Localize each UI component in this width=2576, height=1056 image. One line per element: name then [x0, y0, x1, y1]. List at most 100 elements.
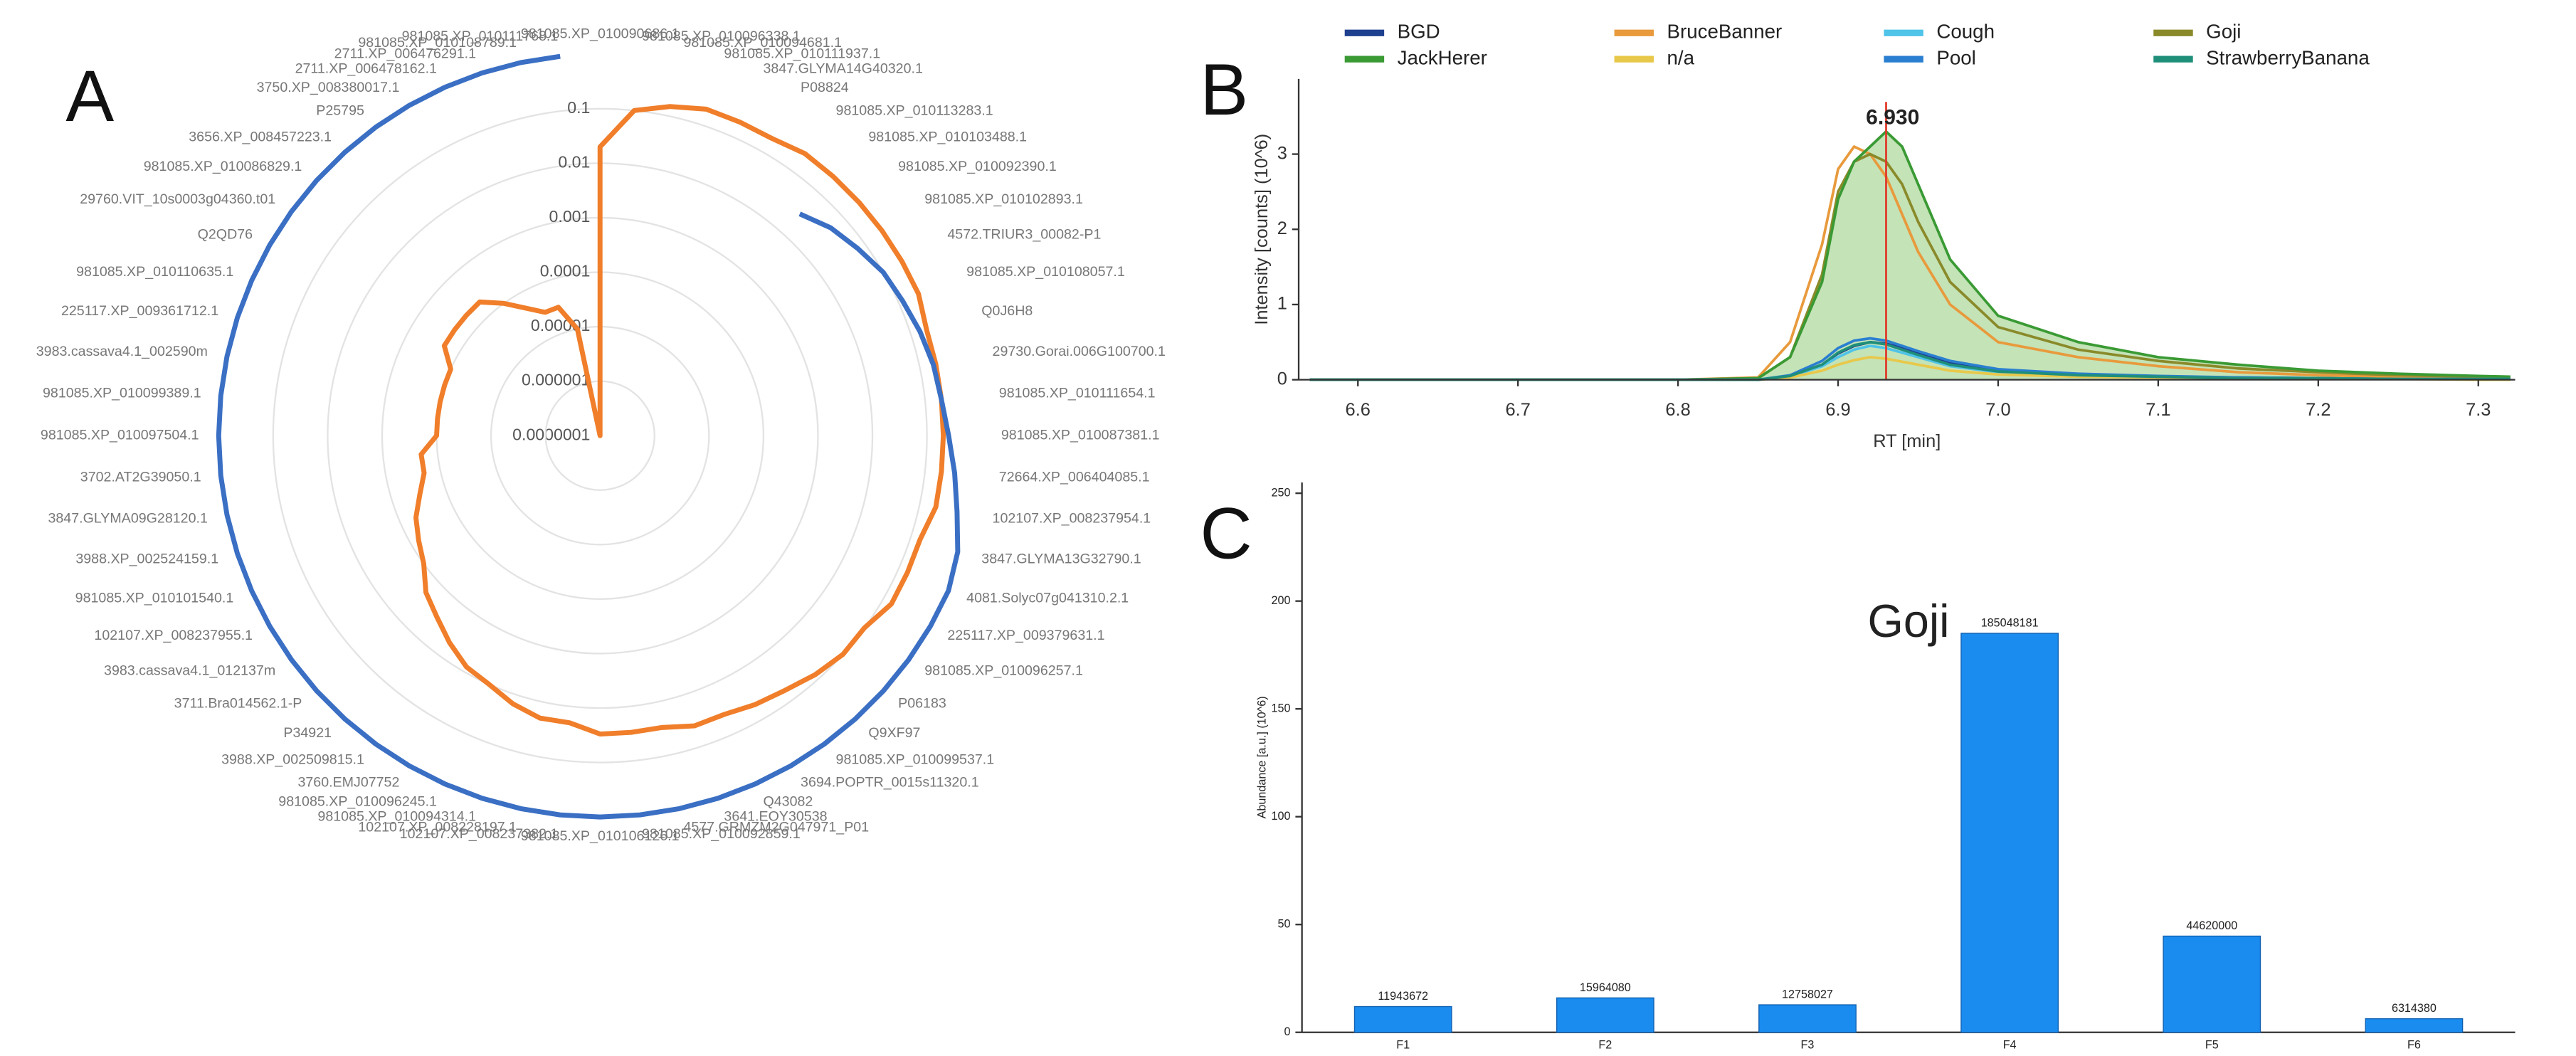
- category-label: 4577.GRMZM2G047971_P01: [683, 820, 869, 835]
- y-axis-label: Abundance [a.u.] (10^6): [1255, 696, 1268, 818]
- x-tick-label: 7.2: [2306, 400, 2330, 420]
- category-label: 981085.XP_010108789.1: [358, 35, 517, 51]
- y-tick-label: 50: [1277, 917, 1290, 930]
- legend-label: BruceBanner: [1667, 21, 1782, 43]
- category-label: 981085.XP_010102893.1: [924, 191, 1083, 207]
- category-label: P34921: [283, 725, 332, 741]
- category-label: 981085.XP_010087381.1: [1001, 427, 1160, 443]
- value-label: 15964080: [1580, 981, 1631, 994]
- category-label: 981085.XP_010108057.1: [966, 264, 1125, 280]
- category-label: 981085.XP_010111654.1: [999, 385, 1156, 401]
- category-label: 981085.XP_010101540.1: [75, 591, 234, 606]
- category-label: 4572.TRIUR3_00082-P1: [947, 227, 1101, 243]
- category-label: Q9XF97: [868, 725, 920, 741]
- category-label: 102107.XP_008237954.1: [993, 511, 1151, 527]
- x-axis-label: RT [min]: [1873, 431, 1941, 451]
- legend-label: n/a: [1667, 46, 1694, 68]
- y-tick-label: 0: [1277, 369, 1287, 389]
- category-label: 3694.POPTR_0015s11320.1: [801, 775, 979, 791]
- category-label: 3641.EOY30538: [724, 808, 827, 824]
- y-tick-label: 1: [1277, 294, 1287, 314]
- bar: [2365, 1018, 2464, 1033]
- category-label: 3847.GLYMA09G28120.1: [48, 511, 207, 527]
- category-label: 981085.XP_010099389.1: [43, 385, 201, 401]
- r-tick-label: 0.0000001: [512, 425, 590, 443]
- legend-label: StrawberryBanana: [2206, 46, 2370, 68]
- category-label: 3983.cassava4.1_012137m: [104, 663, 275, 679]
- category-label: 981085.XP_010092390.1: [898, 159, 1057, 174]
- category-label: 981085.XP_010113283.1: [836, 102, 993, 118]
- category-label: 981085.XP_010090686.1: [521, 26, 680, 42]
- legend-label: Cough: [1936, 21, 1995, 43]
- grid-ring: [272, 107, 928, 764]
- y-tick-label: 250: [1271, 486, 1290, 499]
- r-tick-label: 0.01: [558, 152, 590, 171]
- panel-letter: A: [65, 56, 114, 137]
- bar: [1353, 1005, 1452, 1033]
- y-tick-label: 2: [1277, 218, 1287, 238]
- category-label: 3847.GLYMA13G32790.1: [981, 551, 1141, 567]
- value-label: 11943672: [1378, 990, 1428, 1003]
- r-tick-label: 0.000001: [522, 371, 590, 389]
- x-tick-label: 6.7: [1506, 400, 1531, 420]
- chart-title: Goji: [1868, 595, 1950, 647]
- value-label: 185048181: [1981, 616, 2039, 629]
- category-label: 981085.XP_010097504.1: [41, 427, 199, 443]
- bar: [1556, 997, 1654, 1033]
- category-label: 981085.XP_010106126.1: [521, 828, 680, 844]
- category-label: 29760.VIT_10s0003g04360.t01: [80, 191, 275, 207]
- series-line: [216, 53, 961, 820]
- value-label: 12758027: [1782, 988, 1833, 1000]
- category-label: 981085.XP_010086829.1: [144, 159, 302, 174]
- category-label: 981085.XP_010096257.1: [924, 663, 1083, 679]
- category-label: Q43082: [763, 793, 813, 809]
- category-label: 981085.XP_010110635.1: [76, 264, 233, 280]
- x-tick-label: 7.0: [1985, 400, 2010, 420]
- panel-letter: B: [1200, 49, 1248, 130]
- series-area: [1309, 131, 2511, 380]
- category-label: 29730.Gorai.006G100700.1: [993, 344, 1166, 359]
- series-line: [413, 104, 946, 736]
- annotation-label: 6.930: [1866, 105, 1919, 129]
- category-label: 981085.XP_010103488.1: [868, 129, 1027, 144]
- category-label: 102107.XP_008237955.1: [94, 628, 253, 643]
- category-label: 2711.XP_006478162.1: [295, 60, 437, 76]
- legend-label: Pool: [1936, 46, 1975, 68]
- x-tick-label: 6.6: [1346, 400, 1371, 420]
- category-label: 981085.XP_010096338.1: [642, 28, 801, 44]
- x-tick-label: F1: [1396, 1038, 1410, 1051]
- category-label: 3847.GLYMA14G40320.1: [763, 60, 922, 76]
- x-tick-label: 7.1: [2145, 400, 2170, 420]
- category-label: P06183: [898, 696, 946, 712]
- category-label: 3656.XP_008457223.1: [189, 129, 332, 144]
- x-tick-label: F6: [2407, 1038, 2421, 1051]
- category-label: 3711.Bra014562.1-P: [174, 696, 302, 712]
- category-label: 3750.XP_008380017.1: [257, 80, 400, 95]
- y-tick-label: 3: [1277, 143, 1287, 163]
- category-label: 3983.cassava4.1_002590m: [36, 344, 208, 359]
- category-label: 981085.XP_010094314.1: [317, 808, 476, 824]
- x-tick-label: F4: [2003, 1038, 2017, 1051]
- category-label: 3988.XP_002524159.1: [75, 551, 218, 567]
- x-tick-label: F2: [1598, 1038, 1612, 1051]
- category-label: 981085.XP_010094681.1: [683, 35, 842, 51]
- panel-letter: C: [1200, 493, 1252, 574]
- r-tick-label: 0.001: [549, 207, 591, 226]
- r-tick-label: 0.1: [567, 98, 590, 117]
- bar: [1960, 633, 2059, 1033]
- bar: [2163, 935, 2261, 1033]
- category-label: 3760.EMJ07752: [297, 775, 399, 791]
- category-label: 4081.Solyc07g041310.2.1: [966, 591, 1129, 606]
- category-label: 981085.XP_010096245.1: [278, 793, 437, 809]
- x-tick-label: F5: [2205, 1038, 2219, 1051]
- category-label: 981085.XP_010111768.1: [402, 28, 559, 44]
- x-tick-label: 7.3: [2466, 400, 2491, 420]
- category-label: 3702.AT2G39050.1: [80, 469, 201, 485]
- y-axis-label: Intensity [counts] (10^6): [1252, 134, 1272, 325]
- x-tick-label: F3: [1801, 1038, 1815, 1051]
- y-tick-label: 200: [1271, 594, 1290, 607]
- category-label: 981085.XP_010092859.1: [642, 826, 801, 842]
- y-tick-label: 100: [1271, 810, 1290, 823]
